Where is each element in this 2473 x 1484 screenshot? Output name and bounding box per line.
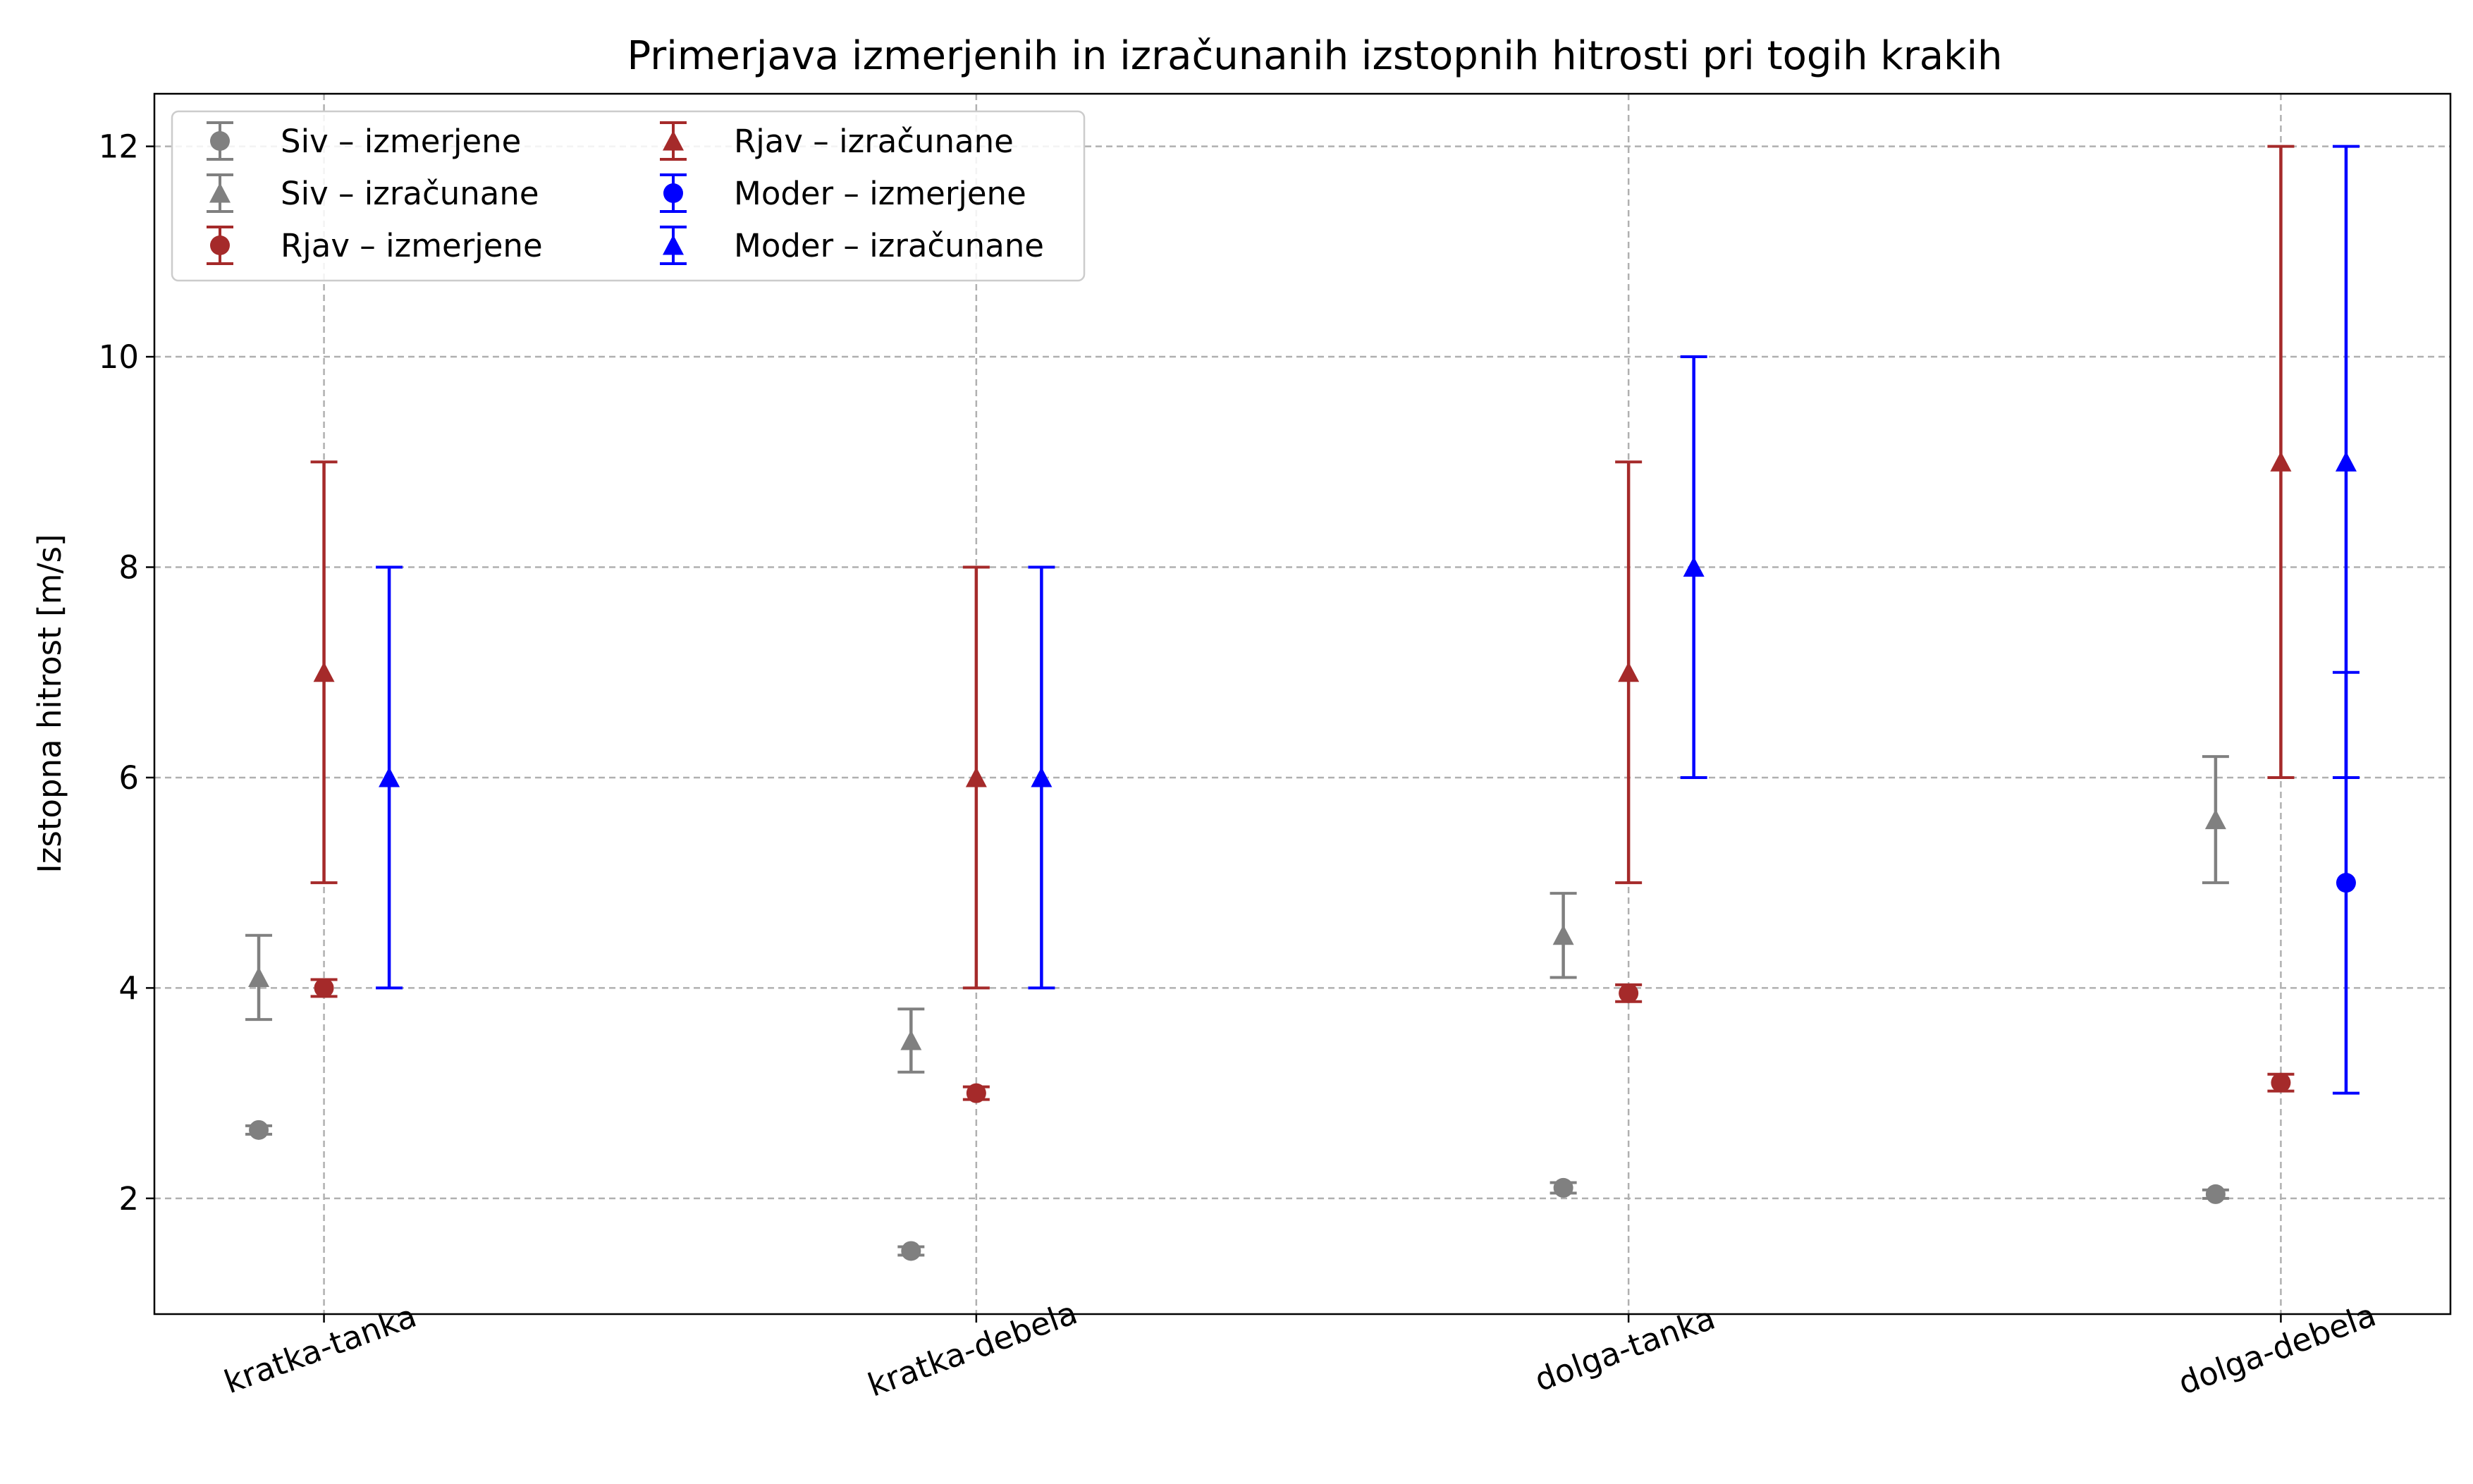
legend-marker xyxy=(210,235,230,255)
data-point xyxy=(1618,661,1640,682)
legend-marker xyxy=(663,235,684,255)
legend-entry: Rjav – izmerjene xyxy=(207,226,543,265)
legend-label: Rjav – izmerjene xyxy=(281,227,543,264)
data-point xyxy=(966,1083,986,1103)
legend-entry: Siv – izmerjene xyxy=(207,121,521,161)
data-point xyxy=(313,661,335,682)
legend-marker xyxy=(663,183,683,203)
data-point xyxy=(900,1030,922,1050)
legend-marker xyxy=(209,183,231,203)
legend-marker xyxy=(210,131,230,151)
legend-entry: Rjav – izračunane xyxy=(660,121,1014,161)
legend-label: Moder – izračunane xyxy=(734,227,1044,264)
chart-title: Primerjava izmerjenih in izračunanih izs… xyxy=(627,33,2002,79)
data-point xyxy=(1031,766,1053,787)
y-axis-label: Izstopna hitrost [m/s] xyxy=(31,534,68,873)
y-tick-label: 4 xyxy=(118,969,139,1007)
y-tick-label: 10 xyxy=(99,338,139,376)
legend-entry: Moder – izmerjene xyxy=(660,173,1026,213)
y-tick-label: 12 xyxy=(99,128,139,166)
data-point xyxy=(2204,809,2226,830)
data-point xyxy=(2336,873,2356,893)
data-point xyxy=(1619,983,1639,1003)
y-tick-label: 8 xyxy=(118,549,139,587)
legend-entry: Moder – izračunane xyxy=(660,226,1044,265)
data-point xyxy=(2335,451,2357,472)
data-point xyxy=(1553,1177,1573,1198)
y-tick-label: 2 xyxy=(118,1180,139,1218)
data-point xyxy=(965,766,987,787)
legend-label: Moder – izmerjene xyxy=(734,175,1026,212)
data-point xyxy=(379,766,400,787)
y-tick-label: 6 xyxy=(118,759,139,797)
legend-label: Rjav – izračunane xyxy=(734,123,1014,160)
data-point xyxy=(2271,1072,2291,1093)
legend-marker xyxy=(663,130,684,151)
plot-area-frame xyxy=(153,92,2452,1316)
legend-entry: Siv – izračunane xyxy=(207,173,539,213)
data-point xyxy=(249,1120,269,1140)
data-point xyxy=(1552,924,1574,945)
data-layer xyxy=(245,145,2360,1261)
legend: Siv – izmerjene Siv – izračunane Rjav – iz… xyxy=(171,110,1086,282)
legend-box xyxy=(171,110,1086,282)
data-point xyxy=(248,967,270,987)
data-point xyxy=(901,1241,921,1261)
legend-label: Siv – izmerjene xyxy=(281,123,521,160)
legend-label: Siv – izračunane xyxy=(281,175,539,212)
data-point xyxy=(314,978,334,998)
data-point xyxy=(2270,451,2292,472)
data-point xyxy=(1683,556,1705,577)
data-point xyxy=(2205,1184,2226,1204)
